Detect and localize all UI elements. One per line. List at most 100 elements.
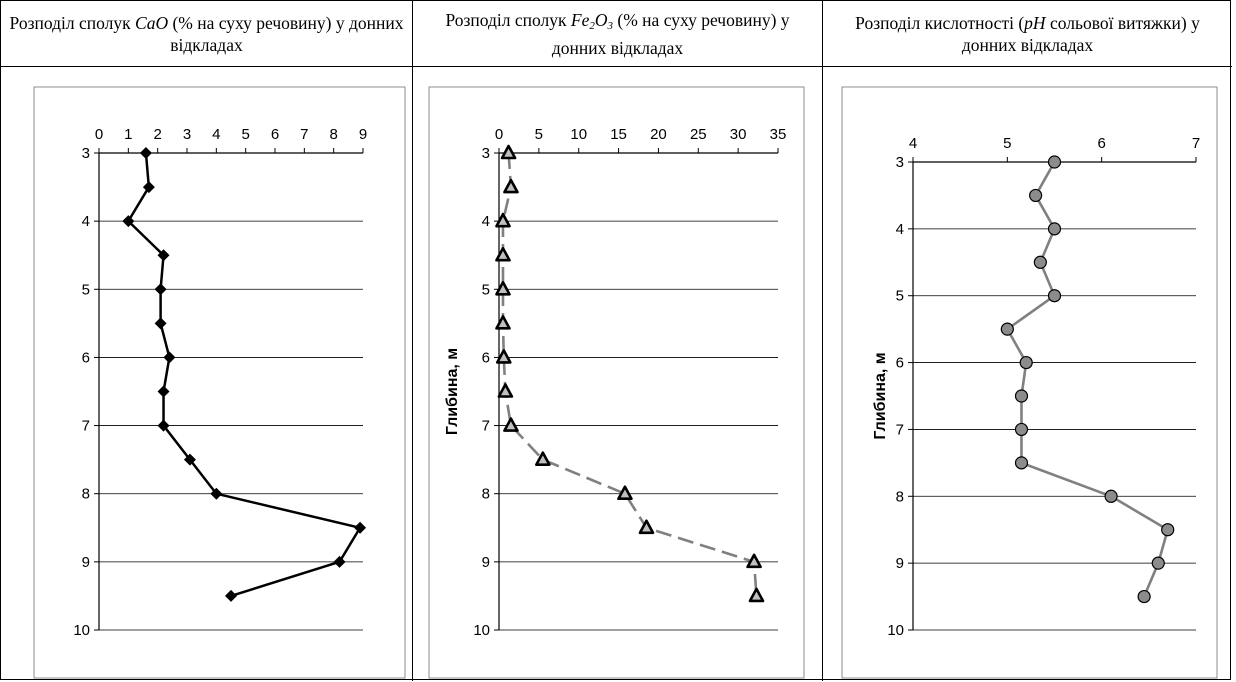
data-point-triangle — [495, 246, 511, 262]
data-point-diamond — [154, 283, 167, 296]
data-point-diamond — [157, 249, 170, 262]
y-tick-label: 10 — [473, 622, 490, 639]
data-point-circle — [1047, 222, 1062, 236]
x-tick-label: 20 — [650, 126, 667, 143]
y-tick-label: 5 — [482, 281, 490, 298]
data-point-circle — [1137, 589, 1151, 604]
y-tick-label: 4 — [896, 221, 904, 238]
x-tick-label: 7 — [1192, 135, 1200, 152]
data-point-circle — [1033, 255, 1047, 269]
x-tick-label: 25 — [690, 126, 707, 143]
data-point-diamond — [210, 487, 223, 500]
x-tick-label: 6 — [271, 126, 279, 143]
y-tick-label: 6 — [82, 349, 90, 366]
data-point-circle — [1161, 523, 1175, 537]
y-tick-label: 9 — [482, 554, 490, 571]
x-tick-label: 5 — [1003, 135, 1011, 152]
y-tick-label: 3 — [82, 145, 90, 162]
data-point-diamond — [154, 317, 167, 330]
header-ph-text-post: сольової витяжки) у донних відкладах — [961, 12, 1200, 55]
y-tick-label: 6 — [482, 349, 490, 366]
chart-area — [428, 86, 805, 679]
data-point-circle — [1014, 456, 1029, 470]
data-point-diamond — [142, 181, 155, 194]
chart-area — [33, 86, 406, 679]
header-fe2o3: Розподіл сполук Fe2O3 (% на суху речовин… — [413, 1, 822, 67]
data-point-circle — [1104, 489, 1118, 503]
header-cao-text-post: (% на суху речовину) у донних відкладах — [168, 12, 404, 55]
cao-chart: 3 4 5 6 7 8 9 10 0 1 2 3 4 5 6 7 8 9 — [33, 86, 406, 679]
header-cao-text-pre: Розподіл сполук — [9, 12, 136, 33]
header-fe2o3-text-post: (% на суху речовину) у донних відкладах — [551, 9, 790, 58]
header-fe2o3-formula: Fe2O3 — [570, 9, 614, 32]
data-point-diamond — [157, 419, 170, 432]
data-point-triangle — [495, 315, 511, 330]
data-point-triangle — [638, 519, 655, 535]
x-tick-label: 9 — [359, 126, 367, 143]
x-tick-label: 8 — [329, 126, 337, 143]
fe2o3-chart: 3 4 5 6 7 8 9 10 0 5 10 15 20 25 30 35 Глибина, м — [428, 86, 805, 679]
data-point-triangle — [495, 212, 511, 228]
series-line — [127, 152, 362, 598]
data-point-triangle — [495, 349, 512, 364]
data-point-triangle — [748, 587, 765, 603]
data-point-circle — [1014, 422, 1029, 437]
x-tick-label: 30 — [730, 126, 747, 143]
data-point-triangle — [535, 451, 551, 466]
data-point-triangle — [503, 178, 519, 194]
data-point-diamond — [183, 453, 196, 466]
x-tick-label: 2 — [153, 126, 161, 143]
data-point-circle — [1047, 155, 1062, 169]
data-point-triangle — [617, 485, 633, 501]
y-tick-label: 8 — [896, 488, 904, 505]
header-ph-formula: pH — [1024, 12, 1046, 33]
y-tick-label: 5 — [82, 281, 90, 298]
data-point-circle — [1014, 389, 1029, 403]
y-tick-label: 9 — [82, 554, 90, 571]
x-tick-label: 0 — [495, 126, 503, 143]
y-tick-label: 4 — [82, 213, 90, 230]
data-point-circle — [1019, 355, 1033, 370]
data-point-circle — [1000, 322, 1014, 336]
x-tick-label: 4 — [909, 135, 917, 152]
panel-ph: Розподіл кислотності (pH сольової витяжк… — [822, 1, 1232, 681]
header-fe2o3-text-pre: Розподіл сполук — [445, 9, 571, 30]
x-tick-label: 0 — [95, 126, 103, 143]
x-tick-label: 5 — [241, 126, 249, 143]
y-tick-label: 6 — [896, 355, 904, 372]
data-point-diamond — [139, 147, 152, 159]
y-tick-label: 4 — [482, 213, 490, 230]
data-point-circle — [1029, 188, 1043, 203]
data-point-diamond — [333, 555, 346, 568]
header-ph-text-pre: Розподіл кислотності ( — [855, 12, 1025, 33]
x-tick-label: 10 — [570, 126, 587, 143]
header-cao-formula: CaO — [135, 12, 169, 33]
panel-fe2o3: Розподіл сполук Fe2O3 (% на суху речовин… — [412, 1, 822, 681]
y-tick-label: 3 — [896, 154, 904, 171]
data-point-diamond — [122, 215, 135, 228]
y-tick-label: 7 — [896, 421, 904, 438]
y-tick-label: 10 — [887, 622, 904, 639]
y-tick-label: 8 — [482, 486, 490, 503]
y-tick-label: 7 — [82, 418, 90, 435]
y-tick-label: 10 — [73, 622, 90, 639]
y-axis-title: Глибина, м — [872, 352, 889, 439]
header-cao: Розподіл сполук CaO (% на суху речовину)… — [1, 1, 412, 67]
data-point-diamond — [354, 521, 367, 534]
data-point-circle — [1151, 556, 1165, 570]
x-tick-label: 35 — [770, 126, 787, 143]
y-tick-label: 8 — [82, 486, 90, 503]
data-point-triangle — [500, 144, 517, 160]
data-point-triangle — [497, 383, 514, 398]
y-tick-label: 3 — [482, 145, 490, 162]
data-point-diamond — [163, 351, 176, 364]
x-tick-label: 7 — [300, 126, 308, 143]
data-point-diamond — [225, 589, 237, 602]
x-tick-label: 15 — [610, 126, 627, 143]
header-ph: Розподіл кислотності (pH сольової витяжк… — [823, 1, 1232, 67]
panel-cao: Розподіл сполук CaO (% на суху речовину)… — [1, 1, 412, 681]
x-tick-label: 1 — [124, 126, 132, 143]
data-point-triangle — [746, 553, 762, 569]
